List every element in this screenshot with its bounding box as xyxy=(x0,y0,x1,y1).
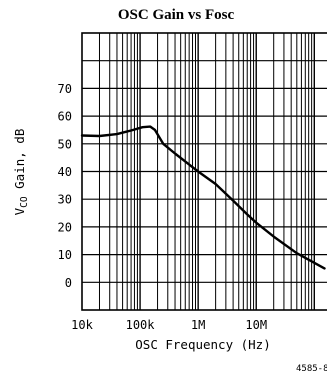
x-tick-label: 100k xyxy=(126,318,156,332)
y-tick-labels: 0 10 20 30 40 50 60 70 xyxy=(58,82,72,290)
y-axis-label: VCO Gain, dB xyxy=(12,129,30,216)
x-tick-label: 10k xyxy=(71,318,93,332)
y-tick-label: 50 xyxy=(58,137,72,151)
figure-id: 4585-8 xyxy=(296,364,327,374)
x-tick-label: 10M xyxy=(245,318,267,332)
y-tick-label: 30 xyxy=(58,193,72,207)
x-tick-label: 1M xyxy=(191,318,205,332)
y-tick-label: 0 xyxy=(65,276,72,290)
x-tick-labels: 10k 100k 1M 10M xyxy=(71,318,267,332)
y-tick-label: 10 xyxy=(58,248,72,262)
y-tick-label: 70 xyxy=(58,82,72,96)
chart-title: OSC Gain vs Fosc xyxy=(118,7,235,23)
series-line xyxy=(80,125,326,270)
y-tick-label: 20 xyxy=(58,220,72,234)
x-axis-label: OSC Frequency (Hz) xyxy=(135,337,270,352)
y-tick-label: 60 xyxy=(58,110,72,124)
grid xyxy=(82,33,327,310)
plot-frame xyxy=(81,32,327,311)
y-tick-label: 40 xyxy=(58,165,72,179)
